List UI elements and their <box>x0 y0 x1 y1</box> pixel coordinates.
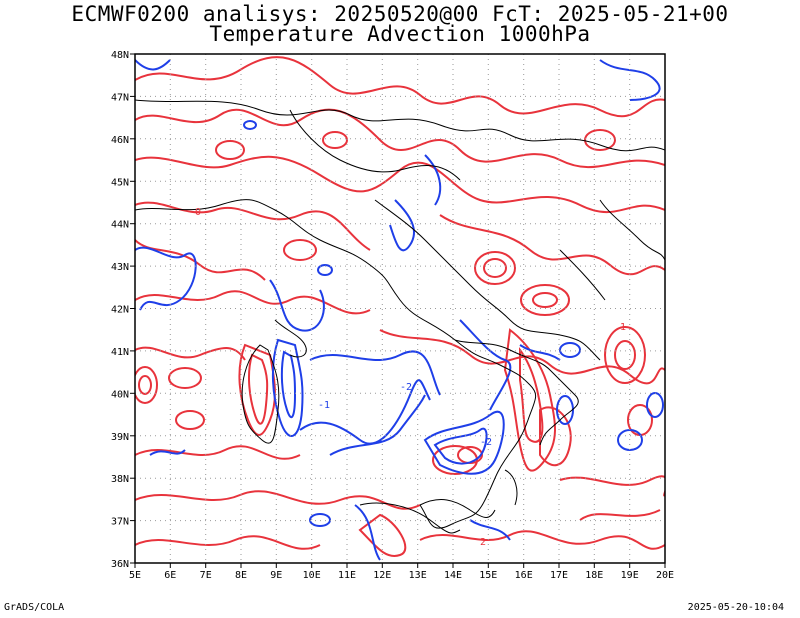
lat-label: 42N <box>111 305 129 316</box>
lat-label: 36N <box>111 559 129 570</box>
lon-label: 6E <box>164 570 176 581</box>
map-title-line2: Temperature Advection 1000hPa <box>209 22 591 46</box>
lat-label: 48N <box>111 50 129 61</box>
lat-label: 41N <box>111 347 129 358</box>
contour-label: -2 <box>400 382 412 393</box>
lon-label: 8E <box>235 570 247 581</box>
longitude-labels: 5E 6E 7E 8E 9E 10E 11E 12E 13E 14E 15E 1… <box>129 570 674 581</box>
map-title-line1: ECMWF0200 analisys: 20250520@00 FcT: 202… <box>71 2 729 26</box>
tick-marks <box>130 53 666 568</box>
lon-label: 12E <box>373 570 391 581</box>
lon-label: 17E <box>550 570 568 581</box>
lon-label: 20E <box>656 570 674 581</box>
positive-contours <box>135 56 665 557</box>
lat-label: 39N <box>111 432 129 443</box>
lon-label: 14E <box>444 570 462 581</box>
generation-timestamp: 2025-05-20-10:04 <box>687 602 784 613</box>
lon-label: 10E <box>303 570 321 581</box>
lat-label: 45N <box>111 177 129 188</box>
contour-label: 2 <box>480 537 486 548</box>
lon-label: 9E <box>270 570 282 581</box>
coastlines <box>135 99 665 534</box>
latitude-labels: 48N 47N 46N 45N 44N 43N 42N 41N 40N 39N … <box>111 50 129 570</box>
lat-label: 40N <box>111 389 129 400</box>
lon-label: 15E <box>479 570 497 581</box>
contour-field <box>135 56 665 561</box>
lon-label: 5E <box>129 570 141 581</box>
lat-label: 43N <box>111 262 129 273</box>
contour-label: -1 <box>318 400 330 411</box>
lat-label: 47N <box>111 92 129 103</box>
contour-labels: 0 2 1 -2 -1 -2 <box>195 207 626 548</box>
contour-label: 1 <box>620 322 626 333</box>
lon-label: 11E <box>338 570 356 581</box>
lon-label: 19E <box>621 570 639 581</box>
lat-label: 38N <box>111 474 129 485</box>
software-credit: GrADS/COLA <box>4 602 65 613</box>
lat-label: 44N <box>111 220 129 231</box>
lon-label: 16E <box>515 570 533 581</box>
lon-label: 13E <box>409 570 427 581</box>
contour-label: 0 <box>195 207 201 218</box>
negative-contours <box>135 59 664 561</box>
lon-label: 7E <box>200 570 212 581</box>
lon-label: 18E <box>585 570 603 581</box>
lat-label: 37N <box>111 517 129 528</box>
graticule <box>135 54 665 563</box>
lat-label: 46N <box>111 135 129 146</box>
contour-label: -2 <box>480 437 492 448</box>
